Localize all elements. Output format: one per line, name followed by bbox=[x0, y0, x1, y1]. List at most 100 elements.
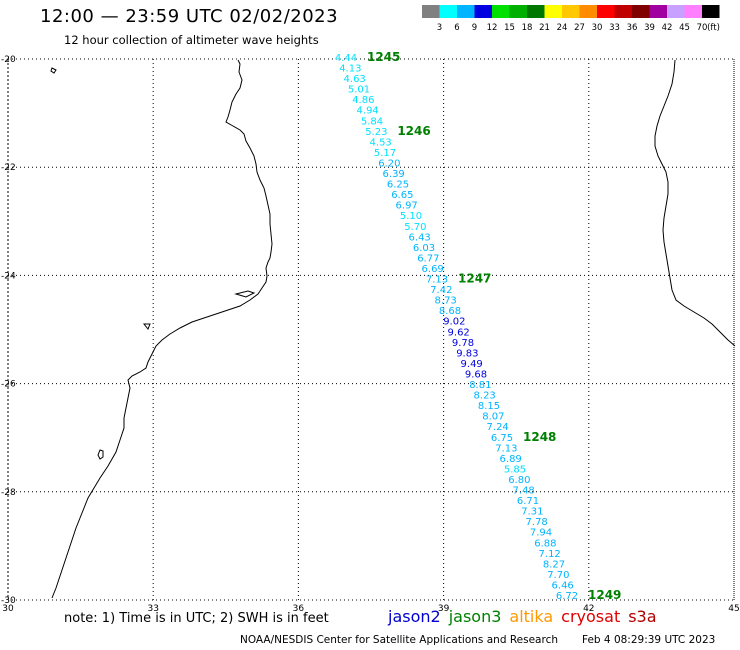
swh-value: 6.80 bbox=[508, 475, 530, 486]
swh-value: 7.48 bbox=[513, 486, 535, 497]
swh-value: 6.03 bbox=[413, 243, 435, 254]
swh-value: 7.24 bbox=[487, 422, 509, 433]
colorbar-label: 15 bbox=[504, 23, 515, 33]
swh-value: 4.13 bbox=[339, 64, 361, 75]
colorbar-label: 42 bbox=[662, 23, 673, 33]
note-text: note: 1) Time is in UTC; 2) SWH is in fe… bbox=[64, 611, 329, 626]
swh-value: 6.65 bbox=[391, 190, 413, 201]
colorbar-swatch bbox=[544, 5, 562, 18]
swh-value: 6.77 bbox=[417, 253, 439, 264]
credit-text: NOAA/NESDIS Center for Satellite Applica… bbox=[240, 634, 558, 646]
swh-value: 9.83 bbox=[456, 348, 478, 359]
pass-number-label: 1246 bbox=[397, 124, 430, 138]
lake-shape bbox=[142, 323, 151, 330]
pass-number-label: 1248 bbox=[523, 430, 556, 444]
pass-number-label: 1245 bbox=[367, 50, 400, 64]
lon-tick-label: 42 bbox=[583, 604, 594, 612]
map-grid bbox=[7, 58, 735, 601]
swh-value: 6.69 bbox=[422, 264, 444, 275]
swh-value: 4.63 bbox=[344, 74, 366, 85]
satellite-legend-item: jason2 bbox=[388, 607, 441, 626]
swh-value: 9.62 bbox=[448, 327, 470, 338]
colorbar-label: 3 bbox=[437, 23, 442, 33]
colorbar-swatch bbox=[667, 5, 685, 18]
swh-value: 6.25 bbox=[387, 180, 409, 191]
swh-value: 6.88 bbox=[534, 538, 556, 549]
colorbar-label: 18 bbox=[522, 23, 533, 33]
coastline bbox=[50, 59, 736, 599]
swh-value: 6.72 bbox=[556, 591, 578, 602]
lon-tick-label: 45 bbox=[728, 604, 739, 612]
swh-value: 9.78 bbox=[452, 338, 474, 349]
satellite-legend-item: altika bbox=[509, 607, 554, 626]
island-shape bbox=[97, 449, 104, 460]
swh-value: 6.43 bbox=[409, 232, 431, 243]
swh-value: 6.97 bbox=[396, 201, 418, 212]
colorbar-swatch bbox=[649, 5, 667, 18]
colorbar-label: 33 bbox=[609, 23, 620, 33]
colorbar-swatch bbox=[509, 5, 527, 18]
lon-tick-label: 36 bbox=[293, 604, 305, 612]
map-frame bbox=[7, 58, 735, 601]
lon-tick-label: 33 bbox=[147, 604, 158, 612]
swh-value: 9.02 bbox=[443, 317, 465, 328]
lat-tick-label: -26 bbox=[1, 380, 16, 390]
lat-tick-label: -24 bbox=[1, 271, 16, 281]
swh-value: 8.68 bbox=[439, 306, 461, 317]
pass-number-label: 1247 bbox=[458, 272, 491, 286]
colorbar-label: 24 bbox=[557, 23, 568, 33]
swh-value: 4.44 bbox=[335, 53, 357, 64]
colorbar-label: 70 bbox=[697, 23, 708, 33]
swh-value: 7.70 bbox=[547, 570, 569, 581]
swh-value: 7.12 bbox=[539, 549, 561, 560]
swh-value: 7.31 bbox=[521, 507, 543, 518]
africa-coastline bbox=[51, 59, 273, 599]
colorbar-swatch bbox=[422, 5, 440, 18]
colorbar-swatch bbox=[439, 5, 457, 18]
swh-value: 7.42 bbox=[430, 285, 452, 296]
colorbar-swatch bbox=[684, 5, 702, 18]
swh-value: 6.46 bbox=[552, 580, 574, 591]
colorbar-swatch bbox=[597, 5, 615, 18]
swh-value: 7.94 bbox=[530, 528, 552, 539]
swh-value: 5.23 bbox=[365, 127, 387, 138]
swh-value: 5.01 bbox=[348, 85, 370, 96]
swh-value: 6.39 bbox=[383, 169, 405, 180]
colorbar-label: 6 bbox=[454, 23, 459, 33]
satellite-legend: jason2 jason3 altika cryosat s3a bbox=[388, 607, 665, 626]
swh-value: 8.07 bbox=[482, 412, 504, 423]
lon-tick-label: 39 bbox=[438, 604, 450, 612]
swh-value: 8.23 bbox=[474, 391, 496, 402]
swh-value: 7.13 bbox=[495, 443, 517, 454]
swh-value: 6.71 bbox=[517, 496, 539, 507]
swh-value: 4.53 bbox=[370, 137, 392, 148]
color-scale-legend: 3 6 9 12 15 18 21 24 27 30 33 36 39 42 45 70 (ft) bbox=[422, 5, 720, 33]
swh-value: 5.84 bbox=[361, 116, 383, 127]
swh-value: 6.89 bbox=[500, 454, 522, 465]
colorbar-swatch bbox=[632, 5, 650, 18]
colorbar-label: 27 bbox=[574, 23, 585, 33]
colorbar-unit: (ft) bbox=[707, 23, 720, 33]
colorbar-swatch bbox=[579, 5, 597, 18]
satellite-legend-item: s3a bbox=[628, 607, 657, 626]
pass-number-label: 1249 bbox=[588, 588, 621, 602]
swh-value: 8.15 bbox=[478, 401, 500, 412]
colorbar-label: 21 bbox=[539, 23, 550, 33]
satellite-legend-item: jason3 bbox=[448, 607, 502, 626]
madagascar-coastline bbox=[654, 59, 736, 347]
colorbar-label: 36 bbox=[627, 23, 638, 33]
colorbar-swatch bbox=[457, 5, 475, 18]
lat-tick-label: -20 bbox=[1, 55, 16, 65]
lon-tick-label: 30 bbox=[2, 604, 14, 612]
map-title: 12:00 — 23:59 UTC 02/02/2023 bbox=[40, 6, 339, 27]
swh-value: 5.70 bbox=[404, 222, 426, 233]
swh-value: 5.17 bbox=[374, 148, 396, 159]
swh-value: 9.49 bbox=[461, 359, 483, 370]
satellite-legend-item: cryosat bbox=[561, 607, 621, 626]
lake-shape bbox=[234, 290, 256, 298]
swh-value: 6.75 bbox=[491, 433, 513, 444]
swh-value: 8.27 bbox=[543, 559, 565, 570]
colorbar-label: 9 bbox=[472, 23, 477, 33]
colorbar-label: 30 bbox=[592, 23, 603, 33]
swh-value: 8.81 bbox=[469, 380, 491, 391]
